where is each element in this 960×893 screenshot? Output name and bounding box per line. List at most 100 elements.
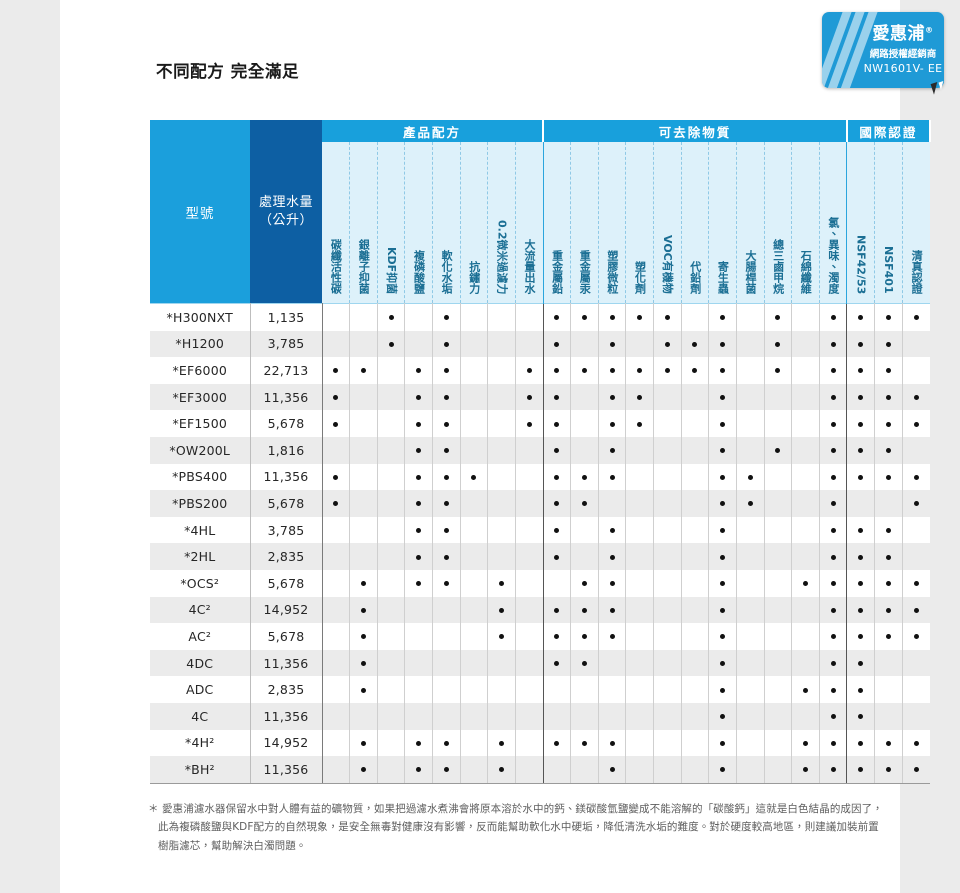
check-dot-icon	[360, 687, 366, 693]
cell-c8	[515, 676, 544, 703]
group-header-label: 可去除物質	[658, 124, 732, 140]
cell-c3	[377, 649, 406, 677]
cell-c6	[460, 756, 489, 784]
column-header-label: KDF抑菌	[384, 246, 398, 294]
cell-c4	[404, 516, 433, 544]
cell-c8	[515, 490, 544, 517]
check-dot-icon	[360, 607, 366, 613]
cell-c19	[819, 302, 848, 331]
model-name: *H300NXT	[166, 309, 233, 325]
cell-c17	[764, 463, 793, 491]
cell-c6	[460, 463, 489, 491]
cell-c9	[543, 410, 572, 437]
cell-c16	[736, 543, 765, 570]
badge-code: NW1601V- EE	[863, 62, 943, 76]
model-name: *2HL	[184, 549, 216, 565]
cell-c7	[487, 729, 516, 757]
cell-c5	[432, 516, 461, 544]
cell-c6	[460, 729, 489, 757]
cell-c20	[846, 410, 876, 437]
check-dot-icon	[775, 448, 781, 454]
volume-value: 14,952	[263, 735, 309, 751]
cell-c2	[349, 596, 378, 624]
column-header-c13: VOC有機物	[653, 142, 682, 304]
cell-c3	[377, 623, 406, 650]
cell-c19	[819, 729, 848, 757]
cell-c5	[432, 463, 461, 491]
cell-c18	[791, 729, 820, 757]
cell-c22	[902, 330, 930, 358]
cell-c17	[764, 490, 793, 517]
cell-c12	[625, 676, 655, 703]
check-dot-icon	[443, 368, 449, 374]
check-dot-icon	[360, 634, 366, 640]
volume-value: 11,356	[263, 469, 309, 485]
check-dot-icon	[858, 634, 864, 640]
volume-value: 2,835	[267, 682, 305, 698]
cell-c18	[791, 623, 820, 650]
cell-c8	[515, 569, 544, 597]
cell-c15	[708, 490, 737, 517]
cell-c15	[708, 596, 737, 624]
check-dot-icon	[913, 315, 919, 321]
volume-value: 11,356	[263, 761, 309, 777]
cell-c10	[570, 410, 599, 437]
check-dot-icon	[333, 474, 339, 480]
cell-c10	[570, 490, 599, 517]
cell-c11	[598, 623, 627, 650]
cell-c21	[874, 756, 903, 784]
cell-c11	[598, 516, 627, 544]
check-dot-icon	[443, 421, 449, 427]
cell-c9	[543, 702, 572, 730]
cell-volume: 3,785	[250, 330, 323, 358]
check-dot-icon	[333, 368, 339, 374]
cell-volume: 14,952	[250, 596, 323, 624]
cell-c15	[708, 302, 737, 331]
cell-c22	[902, 383, 930, 411]
check-dot-icon	[830, 421, 836, 427]
cell-c16	[736, 302, 765, 331]
cell-c17	[764, 357, 793, 384]
check-dot-icon	[858, 528, 864, 534]
check-dot-icon	[581, 607, 587, 613]
cell-c3	[377, 357, 406, 384]
check-dot-icon	[609, 528, 615, 534]
cell-model: 4C	[150, 702, 251, 730]
check-dot-icon	[830, 395, 836, 401]
cell-c7	[487, 357, 516, 384]
footnote-line-1: ＊ 愛惠浦濾水器保留水中對人體有益的礦物質，如果把過濾水煮沸會將原本溶於水中的鈣…	[148, 803, 883, 815]
cell-c2	[349, 569, 378, 597]
cell-c11	[598, 729, 627, 757]
cell-c22	[902, 357, 930, 384]
cell-c10	[570, 330, 599, 358]
check-dot-icon	[526, 368, 532, 374]
table-row: *OCS² 5,678	[150, 569, 930, 597]
check-dot-icon	[775, 368, 781, 374]
cell-c13	[653, 383, 682, 411]
column-header-c19: 氯、異味、濁度	[819, 142, 848, 304]
cell-c3	[377, 516, 406, 544]
cell-c8	[515, 756, 544, 784]
cell-c20	[846, 623, 876, 650]
column-header-c8: 大流量出水	[515, 142, 544, 304]
model-name: *OW200L	[169, 442, 231, 458]
cell-c5	[432, 490, 461, 517]
cell-c6	[460, 330, 489, 358]
check-dot-icon	[499, 740, 505, 746]
cell-c5	[432, 702, 461, 730]
cell-c22	[902, 490, 930, 517]
column-header-label: 0.2微米過濾力	[495, 219, 509, 295]
cell-c9	[543, 436, 572, 464]
cell-c22	[902, 516, 930, 544]
cell-model: *EF3000	[150, 383, 251, 411]
cell-c3	[377, 569, 406, 597]
cell-c3	[377, 436, 406, 464]
cell-c4	[404, 649, 433, 677]
check-dot-icon	[858, 661, 864, 667]
volume-value: 5,678	[267, 575, 305, 591]
check-dot-icon	[388, 341, 394, 347]
cell-c19	[819, 490, 848, 517]
cell-c6	[460, 569, 489, 597]
check-dot-icon	[720, 341, 726, 347]
cell-c22	[902, 302, 930, 331]
